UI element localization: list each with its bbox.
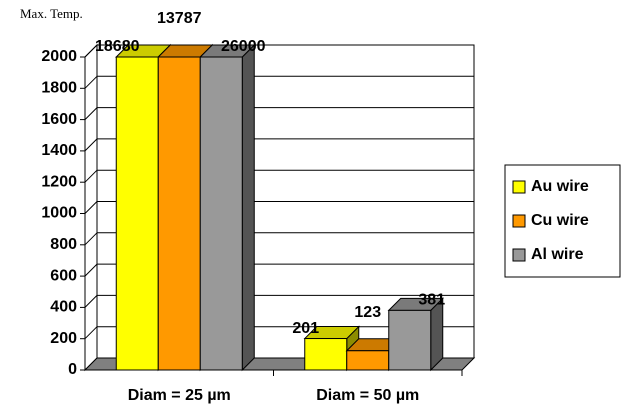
y-tick-label: 1000 [41,205,77,222]
value-label: 381 [418,292,445,309]
bar-front [115,56,159,371]
grid-line [84,232,98,246]
grid-line [84,75,98,89]
grid-line [84,201,98,214]
legend-swatch [512,180,526,194]
value-label: 26000 [221,38,266,55]
legend-label: Cu wire [531,212,589,229]
grid-line [84,138,98,152]
legend-swatch [512,248,526,262]
value-label: 13787 [157,10,202,27]
y-tick-label: 800 [50,236,77,253]
value-label: 201 [292,320,319,337]
x-tick-label: Diam = 50 µm [316,387,419,404]
grid-line [84,263,98,277]
value-label: 123 [354,304,381,321]
grid-line [84,107,98,120]
y-axis-label: Max. Temp. [20,6,83,21]
y-tick-label: 1400 [41,142,77,159]
grid-line [84,326,98,340]
bar [387,297,444,372]
grid-line [84,295,98,308]
y-tick-label: 1800 [41,80,77,97]
bar [345,337,402,372]
x-tick-label: Diam = 25 µm [128,387,231,404]
y-tick-label: 400 [50,299,77,316]
grid-line [84,169,98,183]
legend-swatch [512,214,526,228]
y-tick-label: 200 [50,330,77,347]
value-label: 18680 [95,38,140,55]
legend-label: Au wire [531,178,589,195]
y-tick-label: 2000 [41,48,77,65]
bar-side [241,43,255,372]
y-tick-label: 0 [68,361,77,378]
y-tick-label: 1600 [41,111,77,128]
bar-front [388,309,432,371]
bar-front [157,56,201,371]
y-tick-label: 600 [50,267,77,284]
bar [199,43,256,372]
bar-front [346,350,390,371]
bar-front [199,56,243,371]
grid-line [84,44,98,58]
legend-label: Al wire [531,246,584,263]
y-tick-label: 1200 [41,173,77,190]
bar [303,325,360,372]
bar-front [304,338,348,371]
